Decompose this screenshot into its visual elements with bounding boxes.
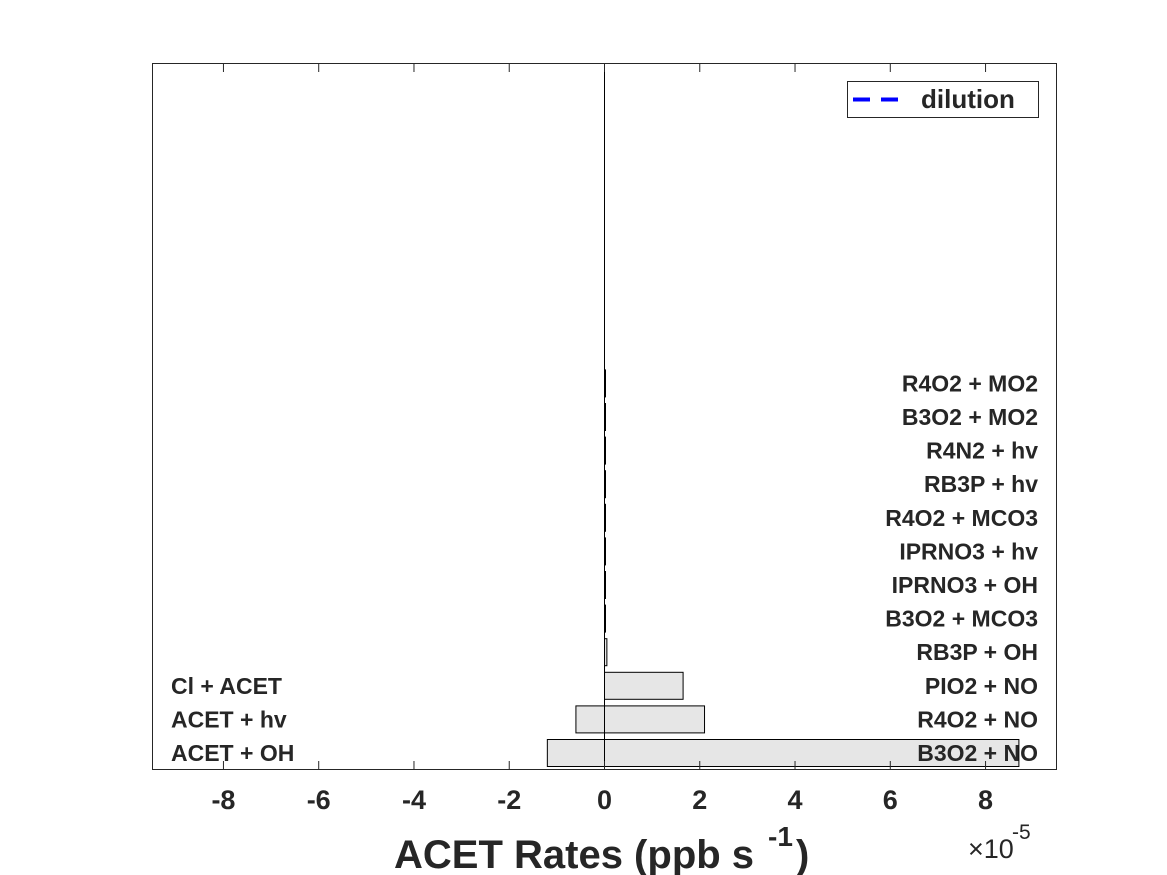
loss-label: ACET + hv (171, 706, 287, 732)
x-tick-label: 0 (597, 785, 612, 815)
legend-dilution-label: dilution (921, 84, 1015, 114)
production-bar-2 (604, 705, 706, 734)
exponent-power: -5 (1012, 821, 1031, 844)
production-label: B3O2 + NO (917, 740, 1038, 766)
production-bar-1 (604, 739, 1020, 767)
tick-marks (222, 63, 987, 770)
production-label: R4O2 + NO (917, 706, 1038, 732)
x-tick-label: -4 (402, 785, 426, 815)
x-axis-label-superscript: -1 (768, 821, 793, 852)
bars-group (546, 369, 1020, 767)
production-label: RB3P + hv (924, 471, 1038, 497)
loss-label: Cl + ACET (171, 673, 282, 699)
production-label: IPRNO3 + hv (899, 538, 1038, 564)
exponent-prefix: ×10 (968, 834, 1014, 864)
x-tick-label: 8 (978, 785, 993, 815)
production-label: R4N2 + hv (926, 438, 1038, 464)
bar-labels-group: ACET + OH ACET + hv Cl + ACET B3O2 + NO R4O2… (171, 370, 1038, 766)
x-tick-label: -8 (211, 785, 235, 815)
x-tick-label: -2 (497, 785, 521, 815)
x-tick-label: -6 (307, 785, 331, 815)
x-tick-label: 6 (883, 785, 898, 815)
production-label: R4O2 + MO2 (902, 370, 1038, 396)
x-axis-label-close: ) (796, 833, 809, 875)
loss-bar-1 (546, 739, 605, 767)
production-label: PIO2 + NO (925, 673, 1038, 699)
x-tick-label: 2 (692, 785, 707, 815)
production-label: IPRNO3 + OH (892, 572, 1038, 598)
production-label: B3O2 + MO2 (902, 404, 1038, 430)
plot-frame (152, 63, 1057, 770)
production-label: B3O2 + MCO3 (885, 606, 1038, 632)
x-axis-label-main: ACET Rates (ppb s (394, 833, 754, 875)
loss-bar-2 (575, 705, 606, 734)
production-bar-3 (604, 671, 684, 700)
exponent-label: ×10 -5 (968, 821, 1031, 864)
legend-box (847, 81, 1039, 118)
loss-label: ACET + OH (171, 740, 294, 766)
production-label: RB3P + OH (916, 639, 1038, 665)
x-axis-label: ACET Rates (ppb s -1 ) (394, 821, 809, 875)
x-tick-label: 4 (788, 785, 803, 815)
legend: dilution (847, 81, 1039, 118)
tick-labels-group: -8 -6 -4 -2 0 2 4 6 8 (211, 785, 993, 815)
production-label: R4O2 + MCO3 (885, 505, 1038, 531)
